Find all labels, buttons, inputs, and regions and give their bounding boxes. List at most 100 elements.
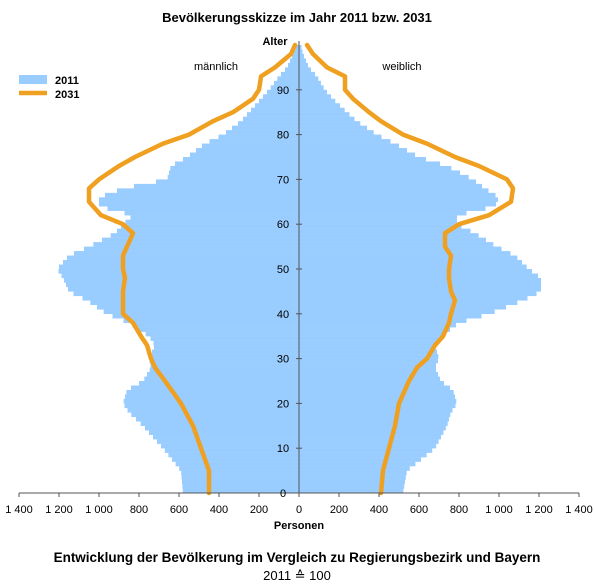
bar-2011-male: [263, 94, 299, 99]
bar-2011-male: [131, 385, 299, 391]
bar-2011-female: [299, 183, 482, 189]
bar-2011-male: [167, 174, 299, 180]
bar-2011-female: [299, 45, 302, 50]
bar-2011-female: [299, 242, 494, 247]
bar-2011-female: [299, 224, 462, 229]
bar-2011-male: [182, 479, 299, 485]
bar-2011-male: [66, 282, 299, 288]
bar-2011-male: [175, 161, 299, 167]
bar-2011-female: [299, 363, 436, 368]
legend-label-2011: 2011: [55, 75, 79, 87]
legend-swatch-2011: [19, 75, 47, 84]
bar-2011-female: [299, 197, 498, 202]
female-label: weiblich: [381, 61, 421, 73]
chart-title: Bevölkerungsskizze im Jahr 2011 bzw. 203…: [162, 10, 432, 25]
x-axis-label: Personen: [274, 520, 324, 532]
bar-2011-female: [299, 295, 528, 301]
line-2031-female: [304, 42, 516, 496]
bar-2011-male: [238, 121, 299, 126]
bar-2011-male: [145, 331, 299, 337]
bar-2011-female: [299, 327, 450, 332]
bar-2011-female: [299, 443, 437, 449]
bar-2011-female: [299, 340, 437, 346]
bar-2011-female: [299, 98, 336, 104]
bar-2011-female: [299, 331, 444, 337]
footer-title: Entwicklung der Bevölkerung im Vergleich…: [53, 550, 541, 565]
bar-2011-female: [299, 53, 304, 59]
bar-2011-male: [130, 215, 299, 220]
bar-2011-male: [196, 148, 299, 153]
bar-2011-female: [299, 430, 444, 435]
bar-2011-female: [299, 210, 467, 216]
bar-2011-male: [110, 233, 300, 238]
bar-2011-male: [149, 367, 299, 373]
bar-2011-female: [299, 466, 410, 471]
x-tick-label: 1 400: [5, 504, 33, 516]
bar-2011-male: [218, 134, 299, 140]
footer-subtitle: 2011 ≙ 100: [263, 568, 331, 583]
bar-2011-female: [299, 394, 455, 400]
bar-2011-female: [299, 121, 361, 126]
bar-2011-female: [299, 425, 446, 431]
bar-2011-female: [299, 260, 522, 265]
bar-2011-male: [156, 179, 299, 185]
y-ticks: 0 10 20 30 40 50 60 70 80 90: [277, 85, 302, 500]
x-ticks: 1 400 1 200 1 000 800 600 400 200 0 200 400 600 800…: [5, 493, 593, 516]
bar-2011-female: [299, 407, 453, 413]
bar-2011-female: [299, 345, 436, 350]
bar-2011-male: [145, 425, 299, 431]
bar-2011-male: [136, 416, 299, 422]
y-tick-label: 80: [277, 130, 289, 142]
bar-2011-female: [299, 143, 399, 149]
bar-2011-female: [299, 484, 405, 489]
bar-2011-male: [285, 67, 299, 73]
bar-2011-male: [181, 470, 299, 476]
bar-2011-female: [299, 116, 355, 122]
bar-2011-female: [299, 215, 457, 220]
bar-2011-male: [175, 461, 299, 467]
bar-2011-female: [299, 412, 451, 418]
bar-2011-male: [73, 291, 299, 297]
x-tick-label: 400: [210, 504, 228, 516]
x-tick-label: 1 400: [565, 504, 593, 516]
bar-2011-female: [299, 488, 404, 494]
bar-2011-male: [281, 71, 299, 77]
x-tick-label: 600: [410, 504, 428, 516]
bar-2011-male: [59, 264, 299, 270]
bar-2011-female: [299, 130, 374, 135]
bar-2011-female: [299, 157, 426, 162]
bar-2011-female: [299, 255, 518, 261]
bar-2011-female: [299, 152, 415, 158]
bar-2011-female: [299, 67, 311, 73]
bar-2011-female: [299, 174, 469, 180]
bar-2011-female: [299, 286, 541, 292]
bar-2011-female: [299, 313, 482, 319]
bar-2011-female: [299, 251, 511, 256]
bar-2011-male: [103, 309, 300, 314]
bar-2011-male: [150, 363, 299, 368]
bar-2011-male: [181, 475, 299, 480]
bar-2011-male: [202, 143, 299, 149]
bar-2011-female: [299, 269, 532, 274]
x-tick-label: 1 000: [485, 504, 513, 516]
line-2031-male: [86, 42, 298, 496]
bar-2011-female: [299, 461, 416, 467]
bar-2011-male: [190, 152, 299, 158]
bar-2011-male: [251, 107, 299, 113]
bar-2011-male: [107, 206, 299, 211]
bar-2011-female: [299, 434, 441, 440]
bars-2011: [58, 45, 541, 494]
bar-2011-male: [161, 443, 299, 449]
bar-2011-female: [299, 336, 440, 341]
y-tick-label: 60: [277, 219, 289, 231]
bar-2011-female: [299, 139, 391, 144]
bar-2011-female: [299, 416, 449, 422]
bar-2011-female: [299, 103, 340, 108]
x-tick-label: 400: [370, 504, 388, 516]
bar-2011-female: [299, 76, 319, 82]
bar-2011-male: [139, 327, 299, 332]
bar-2011-female: [299, 354, 439, 359]
bar-2011-female: [299, 219, 457, 225]
bar-2011-male: [243, 116, 299, 122]
bar-2011-male: [127, 407, 299, 413]
